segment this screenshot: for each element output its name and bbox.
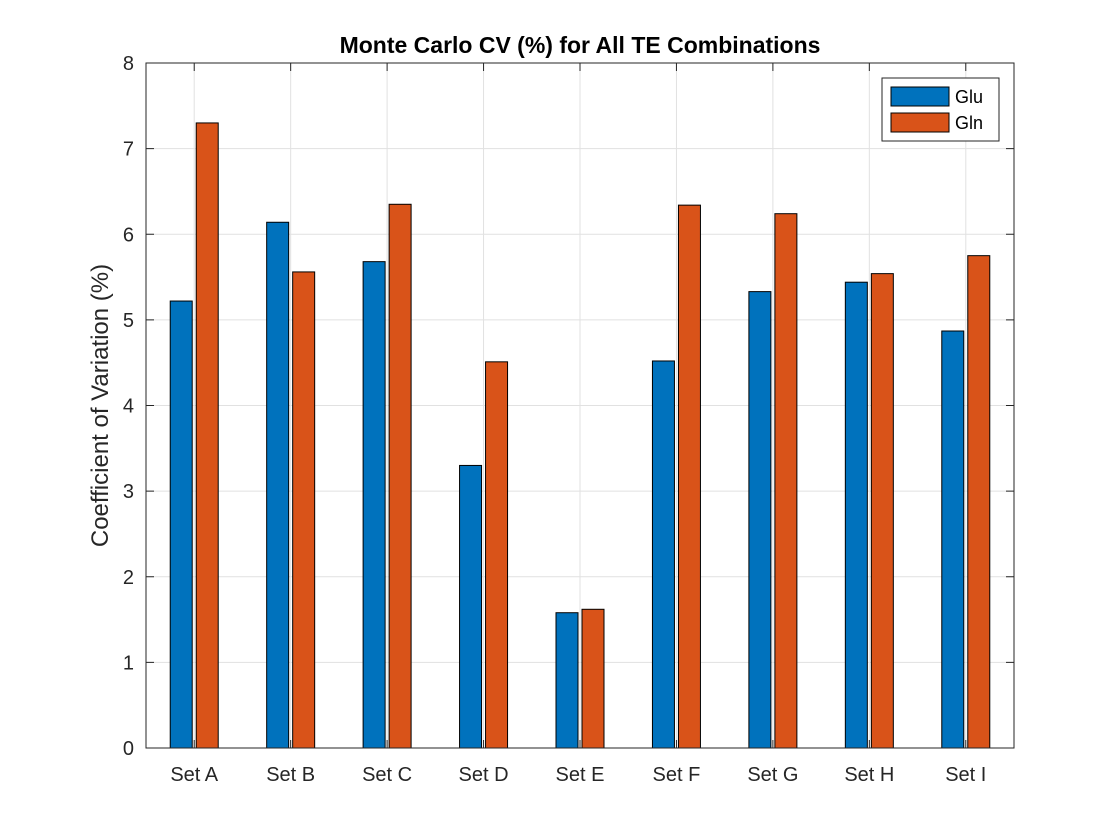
y-tick-label: 2 (123, 567, 134, 589)
y-tick-label: 8 (123, 53, 134, 75)
y-tick-label: 5 (123, 310, 134, 332)
legend-label-glu: Glu (955, 87, 983, 107)
x-tick-label: Set D (459, 764, 509, 786)
bar-gln (967, 255, 991, 749)
x-tick-label: Set F (653, 764, 701, 786)
grid-layer (146, 62, 1014, 749)
y-tick-label: 0 (123, 738, 134, 760)
bar-gln (870, 273, 894, 749)
x-tick-label: Set C (362, 764, 412, 786)
bar-glu (555, 612, 579, 749)
bar-glu (844, 281, 868, 749)
x-tick-label: Set I (945, 764, 986, 786)
x-tick-label: Set G (747, 764, 798, 786)
bar-gln (388, 203, 412, 749)
x-tick-label: Set E (556, 764, 605, 786)
bar-glu (266, 221, 290, 749)
y-axis-label: Coefficient of Variation (%) (87, 264, 114, 547)
bar-glu (748, 291, 772, 749)
y-tick-label: 7 (123, 139, 134, 161)
bar-glu (651, 360, 675, 749)
bar-glu (362, 261, 386, 749)
bar-gln (774, 213, 798, 749)
bar-gln (581, 608, 605, 749)
y-tick-label: 6 (123, 224, 134, 246)
y-tick-label: 4 (123, 396, 134, 418)
legend-swatch-glu (890, 86, 950, 107)
bar-glu (941, 330, 965, 749)
x-tick-label: Set B (266, 764, 315, 786)
bar-gln (677, 204, 701, 749)
y-ticks-layer: 0 1 2 3 4 5 6 7 8 (123, 53, 1014, 760)
y-tick-label: 1 (123, 652, 134, 674)
bars-layer (169, 122, 991, 749)
legend: Glu Gln (881, 77, 1000, 142)
x-ticks-layer: Set A Set B Set C Set D Set E Set F Set G Set H… (170, 63, 986, 786)
legend-swatch-gln (890, 112, 950, 133)
legend-label-gln: Gln (955, 113, 983, 133)
x-tick-label: Set A (170, 764, 218, 786)
x-tick-label: Set H (844, 764, 894, 786)
bar-gln (292, 271, 316, 749)
bar-gln (195, 122, 219, 749)
bar-glu (169, 300, 193, 749)
bar-glu (459, 464, 483, 749)
chart-title: Monte Carlo CV (%) for All TE Combinatio… (340, 32, 821, 58)
bar-gln (485, 361, 509, 749)
y-tick-label: 3 (123, 481, 134, 503)
